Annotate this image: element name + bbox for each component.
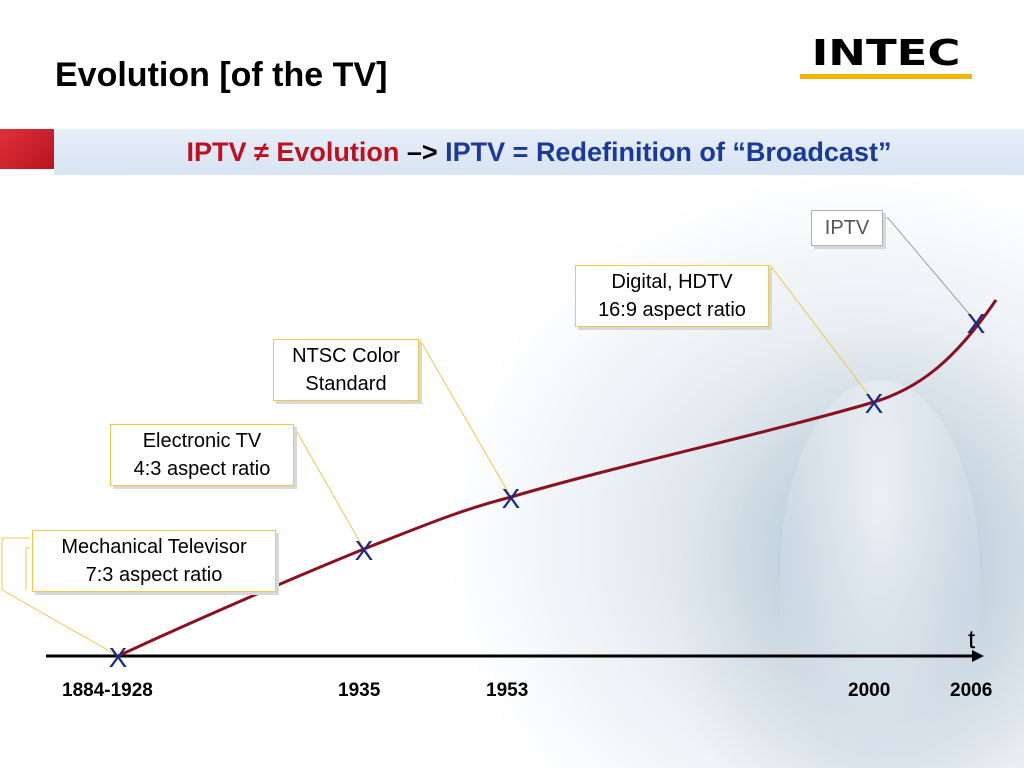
year-label-mechanical: 1884-1928 (62, 680, 153, 701)
marker-electronic-icon: X (355, 535, 374, 566)
leader-line-ntsc (419, 339, 512, 498)
milestone-detail: 16:9 aspect ratio (598, 299, 746, 321)
intec-logo: INTEC (800, 36, 972, 79)
leader-line-iptv (884, 217, 977, 323)
milestone-label: Mechanical Televisor (61, 536, 247, 558)
year-label-ntsc: 1953 (486, 680, 529, 701)
marker-iptv-icon: X (967, 308, 986, 339)
banner-accent (0, 129, 54, 169)
milestone-box-electronic: Electronic TV 4:3 aspect ratio (110, 424, 294, 486)
milestone-detail: 7:3 aspect ratio (85, 564, 223, 586)
logo-text: INTEC (811, 33, 961, 74)
year-label-iptv: 2006 (950, 680, 993, 701)
time-axis-arrow-icon (972, 650, 984, 662)
milestone-label: Digital, HDTV (611, 271, 733, 293)
milestone-label: Electronic TV (142, 430, 262, 452)
milestone-detail: 4:3 aspect ratio (133, 458, 271, 480)
milestone-box-iptv: IPTV (811, 210, 883, 246)
evolution-curve (117, 299, 998, 658)
leader-line-mechanical (1, 537, 119, 657)
banner-part-2: IPTV = Redefinition of “Broadcast” (445, 137, 892, 167)
year-label-digital: 2000 (848, 680, 891, 701)
milestone-box-ntsc: NTSC Color Standard (273, 339, 419, 401)
banner-arrow: –> (399, 137, 446, 167)
subtitle-banner: IPTV ≠ Evolution –> IPTV = Redefinition … (54, 129, 1024, 175)
milestone-box-digital: Digital, HDTV 16:9 aspect ratio (575, 265, 769, 327)
milestone-markers: X X X X X (109, 308, 986, 673)
leader-lines (1, 217, 977, 657)
milestone-box-mechanical: Mechanical Televisor 7:3 aspect ratio (32, 530, 276, 592)
marker-digital-icon: X (865, 388, 884, 419)
marker-mechanical-icon: X (109, 642, 128, 673)
marker-ntsc-icon: X (502, 483, 521, 514)
logo-underline (800, 74, 972, 79)
leader-line-electronic (292, 424, 365, 550)
leader-line-digital (769, 264, 875, 403)
milestone-detail: Standard (305, 373, 387, 395)
background-figure (780, 380, 980, 768)
leader-line-mechanical-inner (25, 547, 30, 590)
milestone-label: NTSC Color (292, 345, 400, 367)
banner-part-1: IPTV ≠ Evolution (186, 137, 400, 167)
banner-text: IPTV ≠ Evolution –> IPTV = Redefinition … (54, 137, 1024, 168)
time-axis-label: t (968, 624, 976, 654)
year-label-electronic: 1935 (338, 680, 381, 701)
slide-title: Evolution [of the TV] (55, 56, 388, 94)
